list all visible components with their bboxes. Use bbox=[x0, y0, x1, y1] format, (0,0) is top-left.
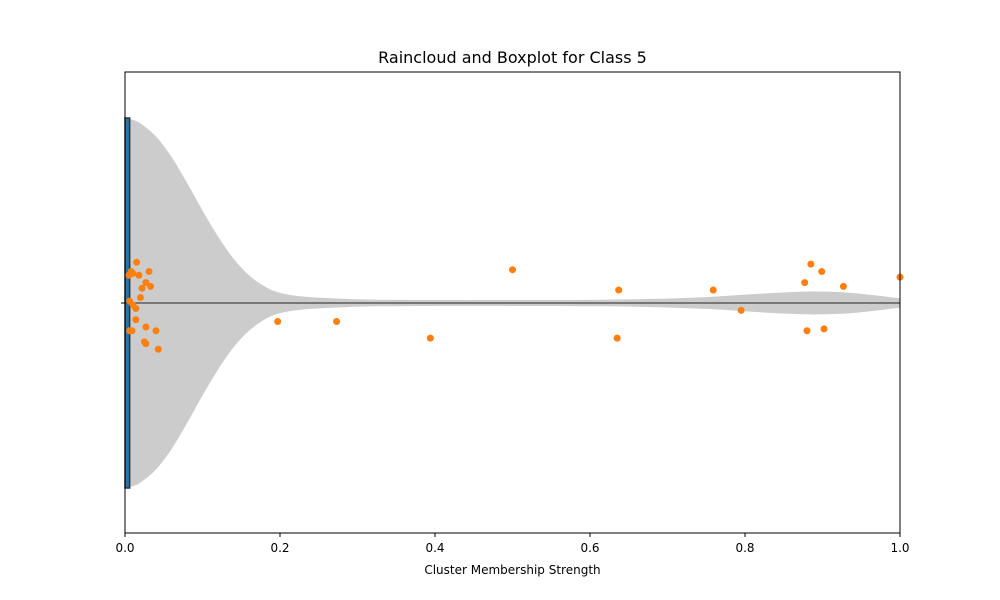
data-point bbox=[152, 327, 160, 335]
data-point bbox=[142, 323, 150, 331]
x-axis-label: Cluster Membership Strength bbox=[424, 563, 600, 577]
data-point bbox=[133, 258, 141, 266]
data-point bbox=[274, 318, 282, 325]
data-point bbox=[737, 306, 745, 314]
data-point bbox=[128, 327, 136, 335]
x-tick-label: 0.4 bbox=[425, 541, 444, 555]
x-tick-label: 0.0 bbox=[115, 541, 134, 555]
data-point bbox=[839, 282, 847, 290]
x-tick-label: 0.2 bbox=[270, 541, 289, 555]
data-point bbox=[613, 334, 621, 342]
data-point bbox=[807, 260, 815, 268]
data-point bbox=[426, 334, 434, 342]
data-point bbox=[132, 305, 140, 313]
data-point bbox=[132, 316, 140, 324]
data-point bbox=[138, 284, 146, 292]
data-point bbox=[803, 327, 811, 335]
points-layer bbox=[125, 258, 904, 353]
data-point bbox=[818, 268, 826, 276]
data-point bbox=[137, 293, 144, 301]
data-point bbox=[147, 282, 155, 290]
data-point bbox=[135, 271, 143, 279]
data-point bbox=[333, 318, 341, 325]
data-point bbox=[801, 279, 809, 287]
x-axis-ticks: 0.0 0.2 0.4 0.6 0.8 1.0 bbox=[115, 533, 910, 555]
data-point bbox=[129, 269, 137, 277]
data-point bbox=[820, 325, 828, 333]
x-tick-label: 1.0 bbox=[890, 541, 909, 555]
data-point bbox=[709, 286, 717, 294]
data-point bbox=[154, 345, 162, 353]
x-tick-label: 0.8 bbox=[735, 541, 754, 555]
x-tick-label: 0.6 bbox=[580, 541, 599, 555]
chart-title: Raincloud and Boxplot for Class 5 bbox=[378, 48, 647, 67]
data-point bbox=[145, 268, 153, 276]
data-point bbox=[509, 266, 516, 274]
data-point bbox=[142, 340, 150, 348]
data-point bbox=[615, 286, 623, 294]
